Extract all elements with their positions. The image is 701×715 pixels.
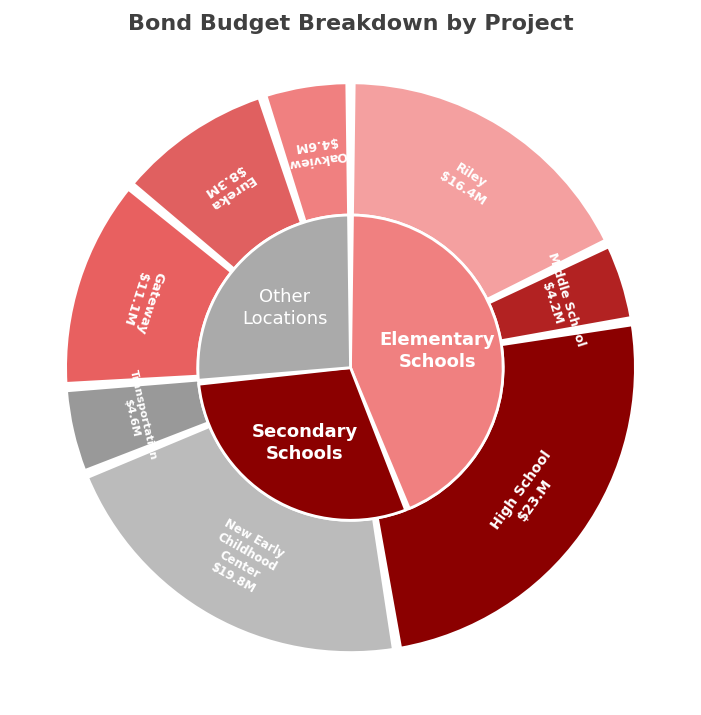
Wedge shape [198,215,350,380]
Text: Riley
$16.4M: Riley $16.4M [437,157,496,208]
Wedge shape [199,368,406,521]
Wedge shape [377,325,635,648]
Wedge shape [489,247,631,341]
Text: Elementary
Schools: Elementary Schools [380,331,495,371]
Text: Gateway
$11.1M: Gateway $11.1M [119,266,165,336]
Wedge shape [66,189,231,383]
Text: Middle School
$4.2M: Middle School $4.2M [531,251,587,352]
Wedge shape [350,215,503,508]
Wedge shape [266,83,348,222]
Text: Oakview
$4.6M: Oakview $4.6M [285,133,348,170]
Wedge shape [88,426,393,653]
Wedge shape [133,98,301,269]
Text: High School
$23.M: High School $23.M [489,448,568,541]
Text: Transportation
$4.6M: Transportation $4.6M [116,369,158,464]
Text: Secondary
Schools: Secondary Schools [252,423,358,463]
Text: Eureka
$8.3M: Eureka $8.3M [198,161,257,213]
Text: New Early
Childhood
Center
$19.8M: New Early Childhood Center $19.8M [200,517,287,600]
Wedge shape [67,380,208,470]
Text: Bond Budget Breakdown by Project: Bond Budget Breakdown by Project [128,14,573,34]
Wedge shape [353,83,605,300]
Text: Other
Locations: Other Locations [243,288,328,328]
